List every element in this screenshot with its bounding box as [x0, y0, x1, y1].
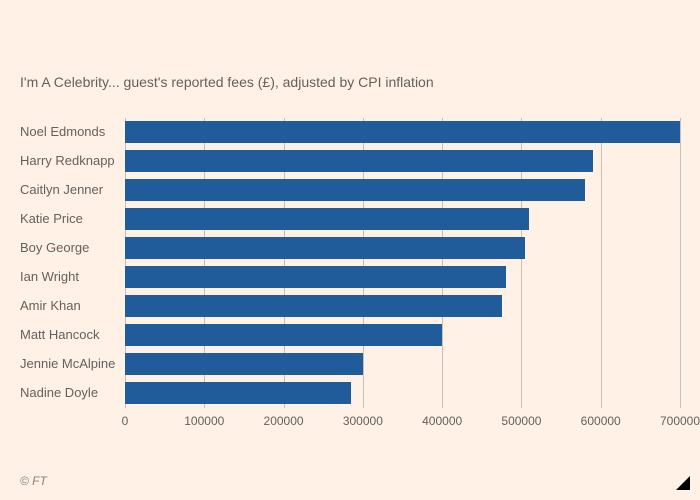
bar	[125, 353, 363, 375]
x-tick-label: 200000	[264, 414, 304, 428]
category-label: Nadine Doyle	[20, 382, 120, 404]
category-label: Amir Khan	[20, 295, 120, 317]
source-credit: © FT	[20, 474, 47, 488]
bar	[125, 295, 502, 317]
bar	[125, 179, 585, 201]
gridline	[601, 118, 602, 408]
category-label: Jennie McAlpine	[20, 353, 120, 375]
ft-corner-mark	[676, 476, 690, 490]
x-tick-label: 400000	[422, 414, 462, 428]
category-label: Boy George	[20, 237, 120, 259]
plot-area	[125, 118, 680, 408]
category-label: Caitlyn Jenner	[20, 179, 120, 201]
bar	[125, 382, 351, 404]
gridline	[680, 118, 681, 408]
bar	[125, 237, 525, 259]
category-label: Harry Redknapp	[20, 150, 120, 172]
category-label: Katie Price	[20, 208, 120, 230]
bar	[125, 208, 529, 230]
category-label: Ian Wright	[20, 266, 120, 288]
bar	[125, 121, 680, 143]
bar	[125, 150, 593, 172]
chart-subtitle: I'm A Celebrity... guest's reported fees…	[20, 74, 434, 90]
category-label: Noel Edmonds	[20, 121, 120, 143]
x-tick-label: 300000	[343, 414, 383, 428]
x-tick-label: 100000	[184, 414, 224, 428]
x-tick-label: 600000	[581, 414, 621, 428]
bar	[125, 324, 442, 346]
bar-chart: Noel Edmonds Harry Redknapp Caitlyn Jenner…	[20, 118, 680, 438]
category-label: Matt Hancock	[20, 324, 120, 346]
x-tick-label: 0	[122, 414, 129, 428]
x-tick-label: 700000	[660, 414, 700, 428]
x-tick-label: 500000	[501, 414, 541, 428]
bar	[125, 266, 506, 288]
